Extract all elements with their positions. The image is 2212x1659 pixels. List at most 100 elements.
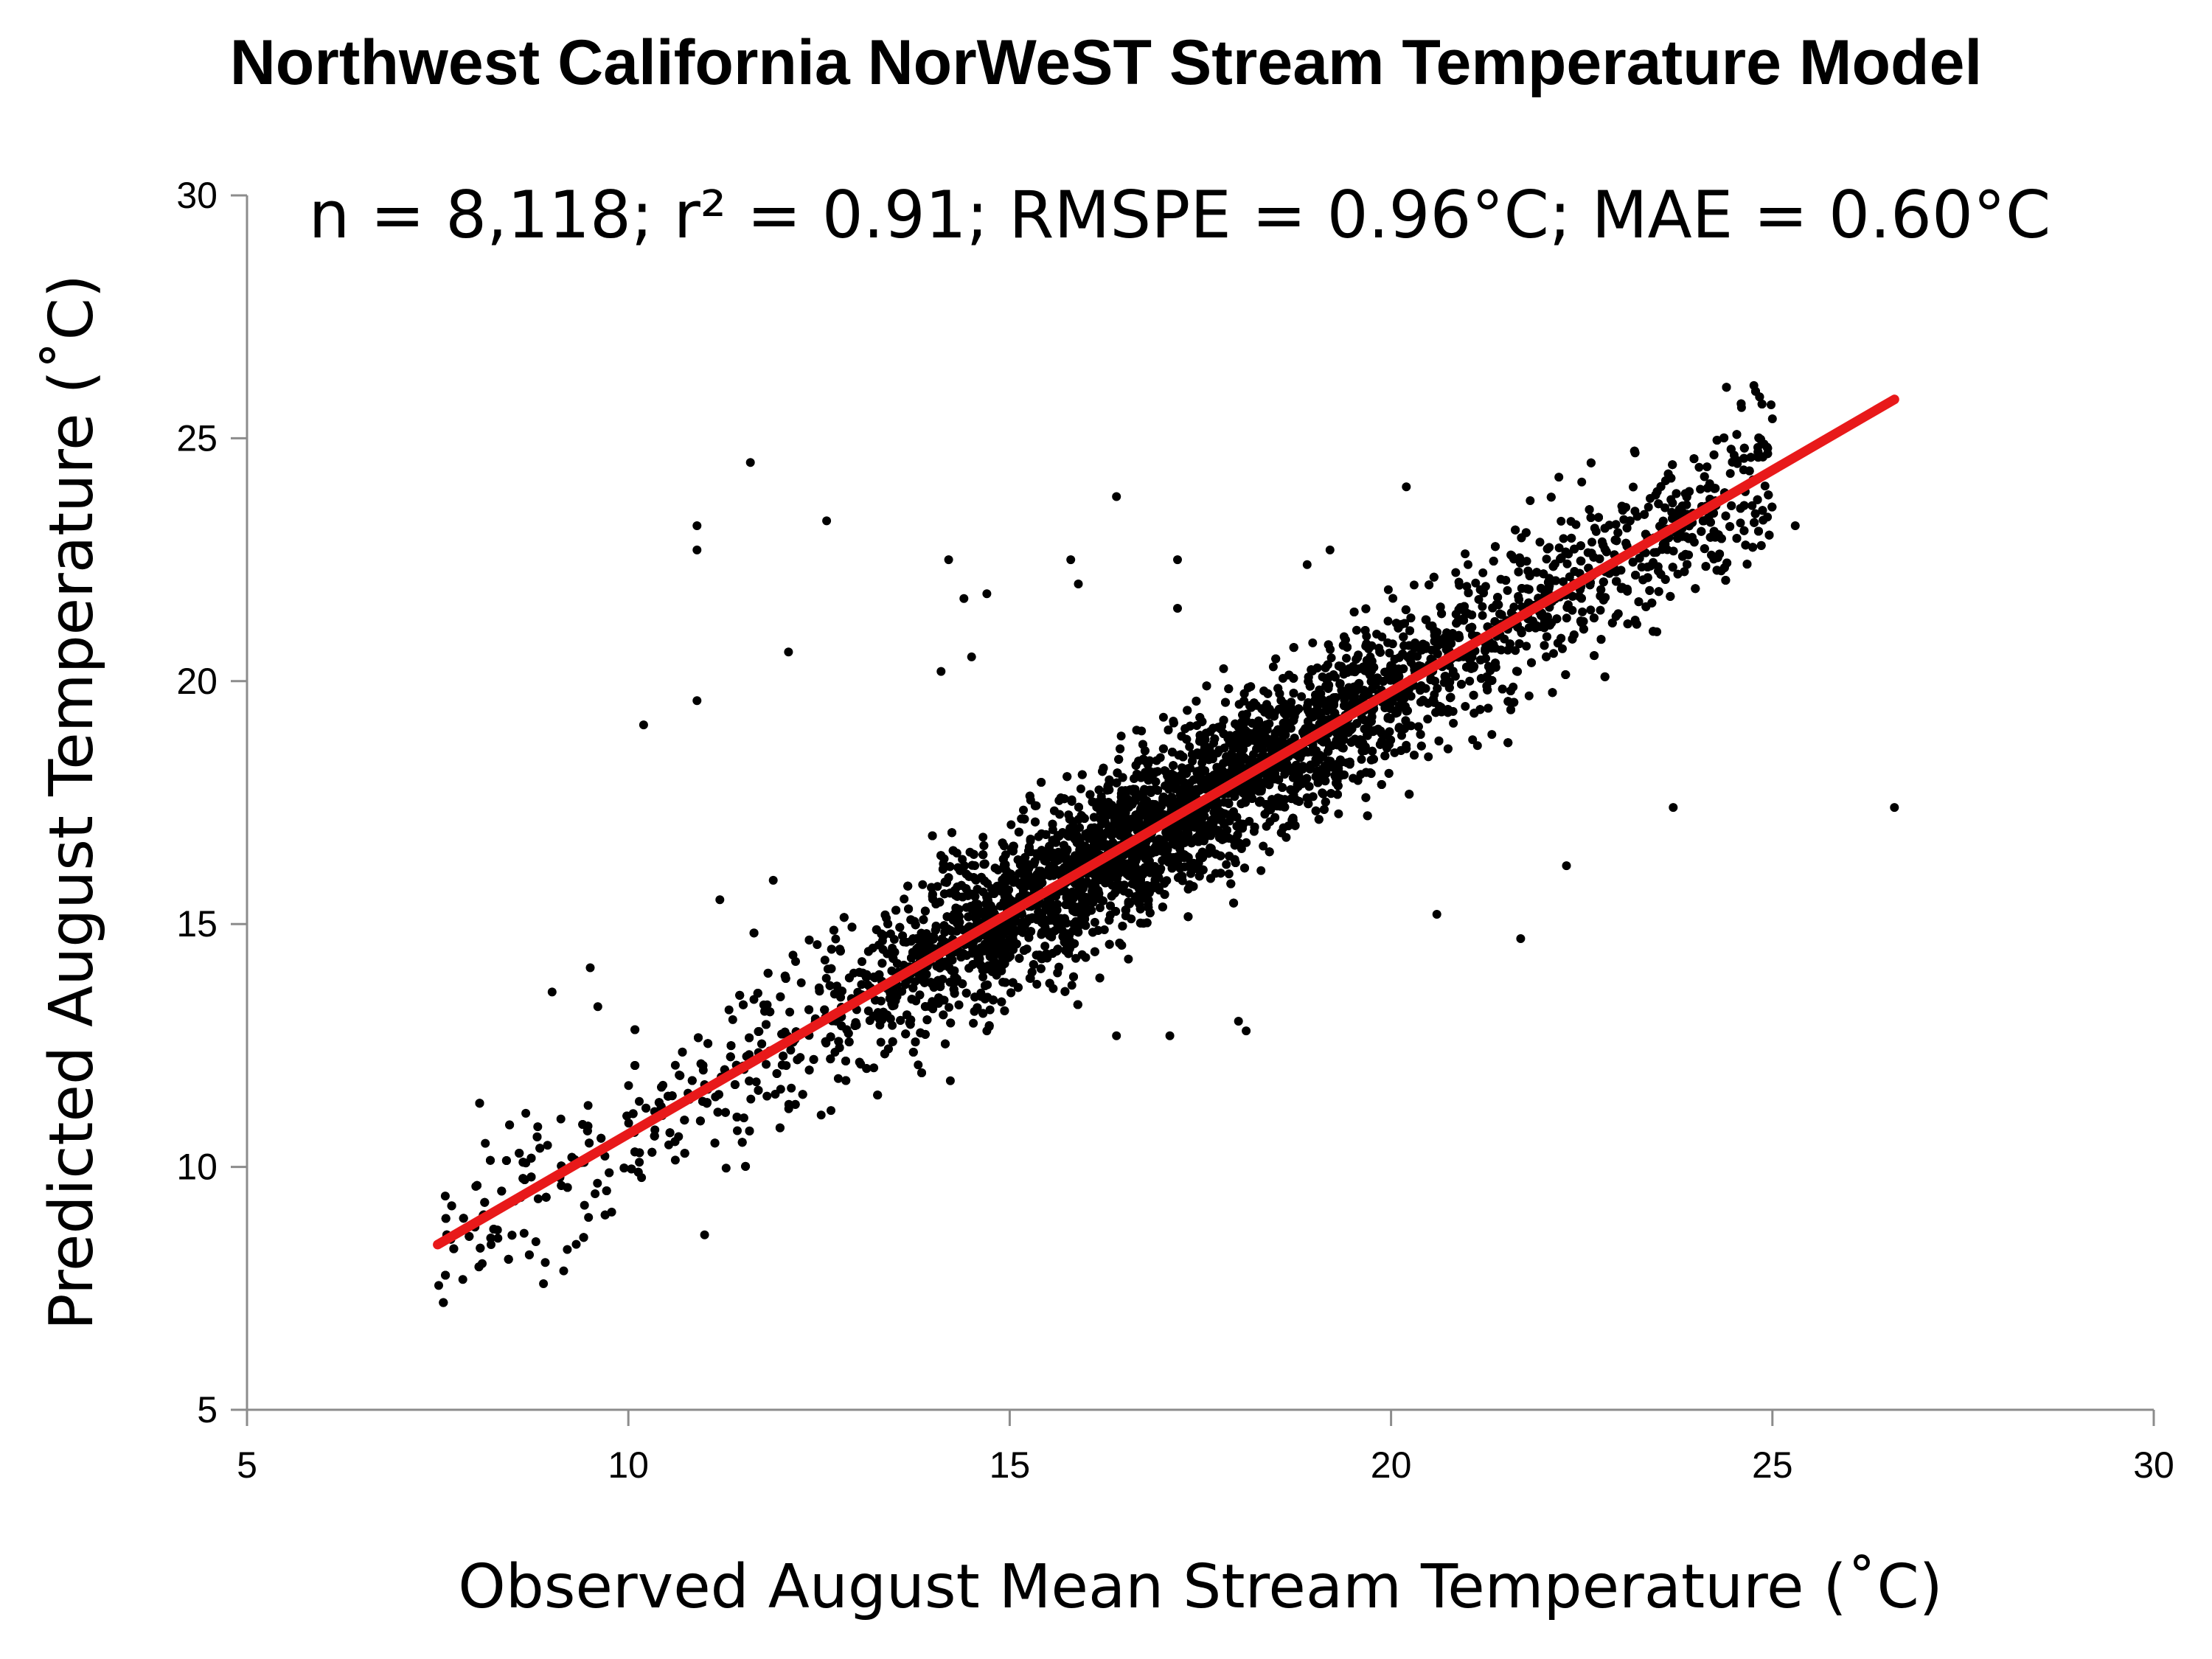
data-point — [1461, 549, 1470, 559]
data-point — [1349, 773, 1358, 783]
data-point — [1383, 616, 1393, 626]
data-point — [1268, 662, 1278, 672]
data-point — [1660, 503, 1670, 512]
data-point — [1326, 653, 1336, 663]
data-point — [1095, 903, 1105, 913]
data-point — [1586, 605, 1596, 615]
data-point — [1736, 518, 1745, 528]
data-point — [1474, 595, 1484, 604]
data-point — [796, 978, 806, 987]
data-point — [1256, 866, 1266, 875]
data-point — [1549, 649, 1558, 658]
data-point — [556, 1114, 566, 1124]
data-point — [1524, 691, 1534, 700]
data-point — [978, 832, 988, 842]
data-point — [1630, 507, 1640, 516]
data-point — [1124, 954, 1133, 964]
data-point — [886, 929, 895, 939]
data-point — [1076, 784, 1085, 793]
data-point — [559, 1266, 568, 1276]
data-point — [1146, 788, 1155, 797]
data-point — [1158, 712, 1168, 722]
data-point — [762, 1000, 772, 1009]
data-point — [571, 1239, 581, 1249]
data-point — [1409, 580, 1419, 590]
data-point — [1451, 568, 1461, 577]
data-point — [969, 1018, 978, 1028]
chart-title: Northwest California NorWeST Stream Temp… — [229, 27, 1983, 98]
data-point — [543, 1141, 552, 1150]
data-point — [1629, 482, 1638, 492]
data-point — [593, 1178, 602, 1188]
data-point — [1767, 400, 1775, 409]
data-point — [820, 956, 830, 965]
data-point — [728, 1015, 737, 1024]
data-point — [945, 1076, 955, 1085]
data-point — [1259, 841, 1268, 851]
data-point — [1472, 741, 1482, 751]
data-point — [762, 1091, 772, 1101]
data-point — [788, 950, 798, 960]
data-point — [533, 1194, 543, 1203]
data-point — [1644, 502, 1653, 512]
data-point — [1562, 613, 1571, 623]
data-point — [1694, 462, 1704, 472]
data-point — [1019, 805, 1028, 815]
data-point — [858, 957, 866, 967]
data-point — [1383, 585, 1393, 594]
data-point — [1342, 653, 1351, 663]
data-point — [1357, 754, 1366, 764]
data-point — [1032, 979, 1042, 989]
data-point — [1696, 484, 1705, 494]
data-point — [1478, 602, 1487, 611]
data-point — [724, 1005, 734, 1015]
data-point — [888, 1020, 897, 1030]
data-point — [1385, 648, 1394, 658]
data-point — [1759, 515, 1768, 525]
data-point — [1132, 726, 1141, 735]
data-point — [519, 1228, 529, 1238]
data-point — [531, 1237, 540, 1246]
data-point — [1725, 469, 1735, 479]
data-point — [816, 1110, 826, 1120]
data-point — [493, 1234, 503, 1243]
data-point — [1760, 481, 1770, 491]
data-point — [1464, 560, 1472, 569]
data-point — [978, 973, 988, 981]
data-point — [1611, 520, 1621, 529]
data-point — [857, 980, 866, 990]
data-point — [928, 1004, 938, 1014]
data-point — [1219, 664, 1228, 673]
data-point — [1596, 605, 1605, 615]
data-point — [1388, 697, 1397, 706]
data-point — [1590, 524, 1599, 533]
data-point — [733, 1126, 742, 1135]
data-point — [1040, 942, 1050, 951]
data-point — [1511, 646, 1520, 655]
data-point — [1034, 832, 1043, 841]
data-point — [1383, 638, 1393, 647]
data-point — [1397, 731, 1406, 740]
data-point — [1173, 873, 1183, 883]
data-point — [771, 1090, 780, 1099]
data-point — [1449, 718, 1458, 728]
data-point — [1388, 594, 1398, 603]
data-point — [1522, 641, 1531, 651]
data-point — [1334, 809, 1343, 818]
data-point — [739, 1113, 748, 1123]
data-point — [786, 1046, 796, 1055]
data-point — [1649, 548, 1659, 557]
data-point — [1747, 501, 1757, 510]
data-point — [1578, 607, 1587, 616]
data-point — [539, 1279, 549, 1288]
data-point — [821, 973, 831, 983]
data-point — [1512, 667, 1521, 676]
data-point — [1308, 638, 1318, 647]
data-point — [1071, 953, 1080, 963]
data-point — [1081, 921, 1091, 931]
data-point — [945, 1003, 953, 1012]
data-point — [900, 894, 909, 904]
data-point — [721, 1164, 731, 1173]
data-point — [918, 880, 928, 889]
